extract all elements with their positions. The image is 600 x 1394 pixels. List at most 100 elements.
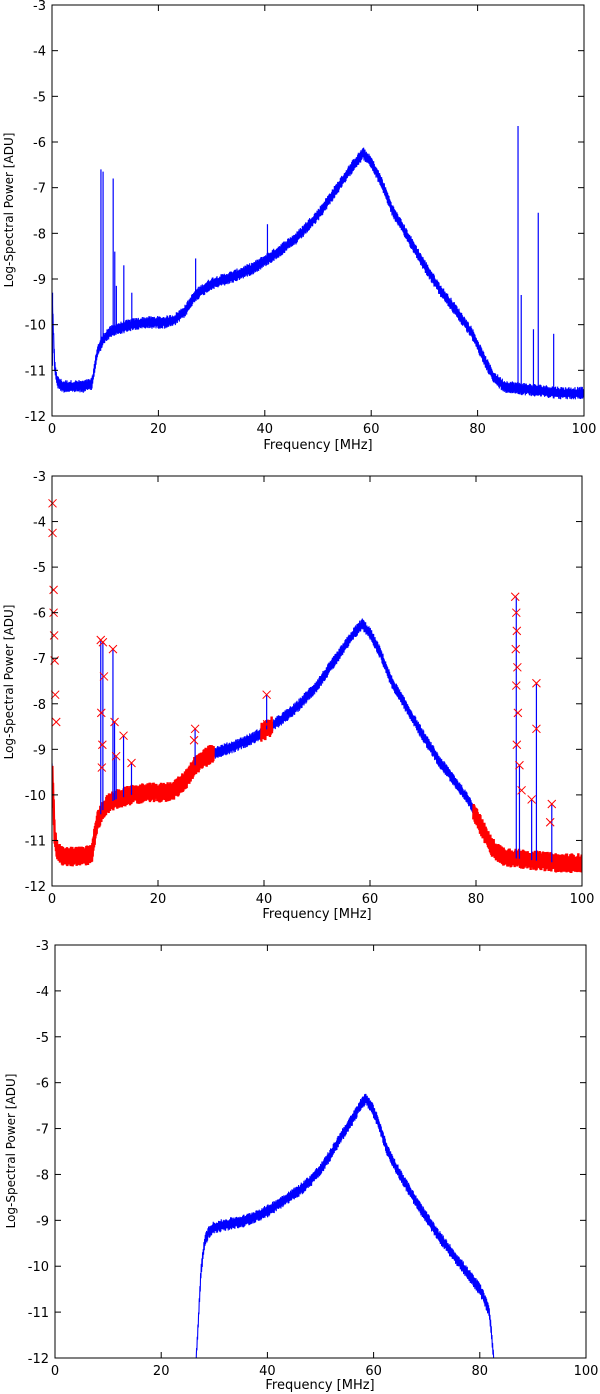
flag-marker-stroke bbox=[527, 795, 537, 804]
flag-marker bbox=[532, 678, 541, 688]
flag-marker-stroke bbox=[547, 799, 557, 809]
flag-marker-stroke bbox=[189, 735, 199, 745]
flag-marker bbox=[127, 758, 136, 768]
flagged-band bbox=[472, 803, 582, 874]
flag-marker bbox=[512, 740, 522, 750]
x-axis-label: Frequency [MHz] bbox=[265, 1378, 374, 1393]
panel-raw-spectrum: 0 20 40 60 80 100 -3 -4 -5 -6 -7 -8 -9 -10 -11 -12 Fre… bbox=[2, 0, 596, 453]
flag-marker bbox=[513, 708, 523, 718]
flag-marker-stroke bbox=[97, 763, 107, 772]
y-tick-label: -5 bbox=[36, 1031, 49, 1046]
flag-marker-stroke bbox=[50, 690, 60, 700]
flag-marker-stroke bbox=[190, 724, 200, 734]
x-tick-label: 0 bbox=[48, 422, 56, 437]
x-axis-label: Frequency [MHz] bbox=[263, 438, 372, 453]
flag-marker-stroke bbox=[49, 585, 58, 595]
flag-marker bbox=[51, 717, 61, 727]
x-tick-label: 0 bbox=[48, 892, 56, 907]
y-tick-label: -7 bbox=[33, 652, 46, 667]
flag-marker-stroke bbox=[512, 626, 522, 636]
flag-marker bbox=[511, 644, 521, 654]
panel-cleaned-spectrum: 0 20 40 60 80 100 -3 -4 -5 -6 -7 -8 -9 -10 -11 -12 Fre… bbox=[4, 939, 598, 1393]
y-tick-label: -9 bbox=[33, 273, 46, 288]
flag-marker bbox=[189, 735, 199, 745]
y-tick-label: -11 bbox=[28, 1306, 49, 1321]
x-tick-label: 80 bbox=[468, 892, 485, 907]
y-tick-label: -8 bbox=[33, 698, 46, 713]
flag-marker bbox=[49, 631, 59, 640]
flag-marker-stroke bbox=[262, 719, 272, 729]
flag-marker bbox=[108, 644, 118, 654]
flag-marker bbox=[97, 740, 107, 750]
flag-marker-stroke bbox=[98, 637, 108, 647]
x-tick-label: 0 bbox=[51, 1364, 59, 1379]
flag-marker-stroke bbox=[49, 631, 59, 640]
x-tick-label: 40 bbox=[256, 892, 273, 907]
flag-marker-stroke bbox=[532, 724, 541, 734]
x-tick-label: 100 bbox=[574, 1364, 599, 1379]
flag-marker bbox=[527, 795, 537, 804]
y-ticks: -3 -4 -5 -6 -7 -8 -9 -10 -11 -12 bbox=[25, 470, 582, 895]
flag-marker bbox=[110, 717, 119, 727]
x-tick-label: 20 bbox=[150, 422, 167, 437]
y-ticks: -3 -4 -5 -6 -7 -8 -9 -10 -11 -12 bbox=[25, 0, 584, 425]
plot-area: 0 20 40 60 80 100 -3 -4 -5 -6 -7 -8 -9 -10 -11 -12 bbox=[25, 0, 597, 437]
axes-frame bbox=[51, 475, 583, 887]
flag-layer bbox=[48, 498, 557, 827]
x-tick-label: 60 bbox=[365, 1364, 382, 1379]
flag-marker bbox=[547, 799, 557, 809]
flag-marker bbox=[262, 719, 272, 729]
y-tick-label: -9 bbox=[36, 1214, 49, 1229]
flag-marker-stroke bbox=[99, 672, 109, 681]
flagged-band bbox=[52, 744, 215, 867]
plot-area: 0 20 40 60 80 100 -3 -4 -5 -6 -7 -8 -9 -10 -11 -12 bbox=[28, 939, 599, 1379]
series-line bbox=[52, 147, 584, 400]
flag-marker-stroke bbox=[517, 785, 526, 795]
y-tick-label: -4 bbox=[33, 45, 46, 60]
x-axis-label: Frequency [MHz] bbox=[262, 907, 371, 922]
x-ticks: 0 20 40 60 80 100 bbox=[48, 5, 596, 437]
x-tick-label: 80 bbox=[472, 1364, 489, 1379]
flag-marker bbox=[48, 498, 57, 508]
series-layer bbox=[52, 596, 582, 874]
y-axis-label: Log-Spectral Power [ADU] bbox=[2, 605, 16, 760]
flag-marker-stroke bbox=[511, 681, 521, 690]
flag-marker-stroke bbox=[51, 717, 61, 727]
series-line bbox=[52, 618, 582, 870]
y-tick-label: -6 bbox=[33, 136, 46, 151]
flag-marker bbox=[262, 690, 272, 700]
flag-marker-stroke bbox=[512, 740, 522, 750]
flag-marker-stroke bbox=[108, 644, 118, 654]
series-line bbox=[195, 1093, 495, 1358]
y-tick-label: -11 bbox=[25, 364, 46, 379]
x-tick-label: 40 bbox=[259, 1364, 276, 1379]
y-tick-label: -5 bbox=[33, 561, 46, 576]
y-tick-label: -9 bbox=[33, 743, 46, 758]
y-tick-label: -10 bbox=[28, 1260, 49, 1275]
x-tick-label: 20 bbox=[150, 892, 167, 907]
flag-marker bbox=[511, 681, 521, 690]
flag-marker bbox=[98, 637, 108, 647]
panel-flagged-channels: 0 20 40 60 80 100 -3 -4 -5 -6 -7 -8 -9 -10 -11 -12 Fre… bbox=[2, 470, 594, 922]
x-ticks: 0 20 40 60 80 100 bbox=[48, 476, 594, 907]
axes-frame bbox=[54, 944, 587, 1359]
y-tick-label: -12 bbox=[28, 1352, 49, 1367]
flag-marker bbox=[97, 763, 107, 772]
y-tick-label: -3 bbox=[33, 0, 46, 14]
y-tick-label: -8 bbox=[33, 227, 46, 242]
flag-marker bbox=[190, 724, 200, 734]
flag-marker bbox=[119, 731, 128, 741]
y-tick-label: -11 bbox=[25, 834, 46, 849]
flag-marker bbox=[511, 608, 521, 618]
series-layer bbox=[195, 1093, 495, 1358]
flag-marker bbox=[512, 626, 522, 636]
flag-marker bbox=[510, 592, 520, 602]
flag-marker-stroke bbox=[127, 758, 136, 768]
y-tick-label: -12 bbox=[25, 410, 46, 425]
y-tick-label: -6 bbox=[36, 1077, 49, 1092]
flag-marker-stroke bbox=[96, 708, 106, 718]
flag-marker bbox=[532, 724, 541, 734]
flag-marker bbox=[517, 785, 526, 795]
flag-marker bbox=[111, 751, 121, 761]
